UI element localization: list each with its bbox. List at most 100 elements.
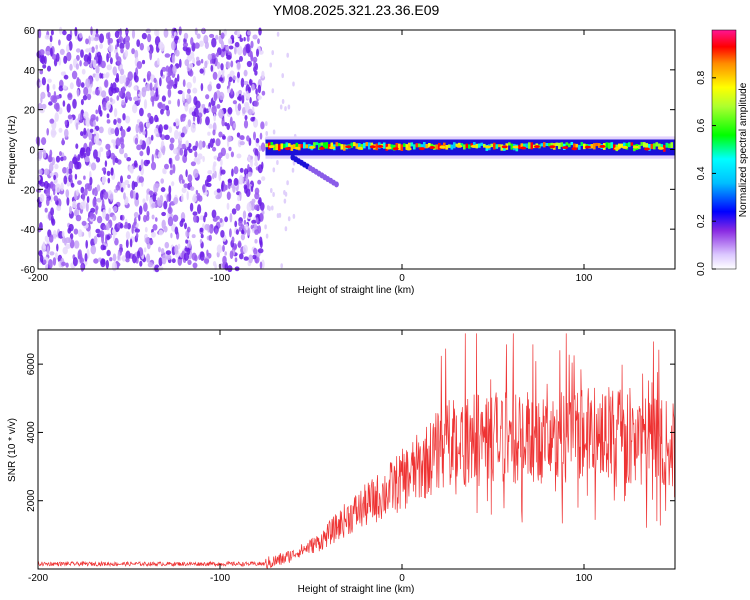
noise-cell: [205, 94, 210, 100]
y-tick-label: 2000: [26, 489, 37, 512]
noise-cell: [100, 190, 104, 201]
noise-cell: [233, 177, 239, 186]
noise-cell: [247, 154, 251, 162]
noise-cell: [292, 81, 295, 87]
noise-cell: [47, 65, 51, 72]
noise-cell: [90, 207, 96, 214]
band-cell: [630, 142, 634, 146]
y-tick-label: 20: [24, 106, 36, 117]
noise-cell: [248, 254, 254, 264]
noise-cell: [231, 236, 235, 244]
band-cell: [583, 143, 586, 150]
noise-cell: [129, 96, 132, 102]
band-cell: [465, 143, 469, 149]
noise-cell: [234, 46, 237, 55]
band-cell: [438, 142, 441, 150]
noise-cell: [50, 128, 57, 138]
noise-cell: [75, 122, 79, 130]
band-peak: [329, 146, 336, 150]
noise-cell: [171, 41, 176, 51]
band-cell: [653, 143, 656, 150]
noise-cell: [230, 89, 233, 95]
noise-cell: [206, 175, 212, 183]
colorbar-gradient: [711, 29, 737, 270]
noise-cell: [227, 135, 232, 143]
noise-cell: [158, 257, 163, 267]
noise-cell: [137, 89, 140, 95]
noise-cell: [184, 222, 187, 230]
noise-cell: [200, 58, 204, 64]
band-peak: [512, 145, 519, 149]
noise-cell: [41, 137, 47, 146]
noise-cell: [141, 59, 146, 65]
noise-cell: [134, 197, 140, 207]
noise-cell: [234, 102, 238, 113]
band-cell: [363, 142, 366, 149]
noise-cell: [72, 156, 78, 165]
noise-cell: [135, 192, 139, 200]
noise-cell: [242, 244, 248, 254]
noise-cell: [168, 100, 172, 105]
band-cell: [468, 144, 471, 149]
noise-cell: [38, 250, 43, 257]
noise-cell: [203, 215, 206, 223]
noise-cell: [230, 151, 234, 158]
noise-cell: [155, 87, 159, 98]
noise-cell: [183, 183, 188, 188]
noise-cell: [240, 77, 245, 88]
noise-cell: [133, 96, 139, 102]
noise-cell: [52, 95, 58, 104]
noise-cell: [119, 42, 125, 50]
band-peak: [268, 145, 275, 149]
noise-cell: [192, 145, 198, 151]
noise-cell: [227, 88, 231, 94]
noise-cell: [218, 131, 223, 138]
x-tick-label: -100: [210, 273, 230, 284]
noise-cell: [109, 97, 113, 103]
noise-cell: [190, 51, 195, 59]
noise-cell: [174, 244, 179, 255]
noise-cell: [41, 77, 47, 86]
noise-cell: [145, 137, 150, 147]
noise-cell: [62, 246, 68, 255]
band-cell: [365, 142, 369, 147]
noise-cell: [69, 205, 72, 215]
noise-cell: [87, 85, 92, 95]
spectrogram-y-label: Frequency (Hz): [7, 116, 18, 185]
band-cell: [530, 142, 534, 150]
noise-cell: [191, 252, 197, 261]
noise-cell: [242, 47, 247, 56]
band-cell: [325, 142, 329, 149]
noise-cell: [187, 226, 191, 233]
noise-cell: [173, 197, 179, 205]
noise-cell: [220, 158, 223, 166]
noise-cell: [108, 44, 114, 53]
noise-cell: [186, 93, 190, 99]
noise-cell: [184, 59, 190, 67]
noise-cell: [234, 257, 238, 263]
noise-cell: [218, 108, 224, 119]
noise-cell: [247, 86, 252, 94]
noise-cell: [39, 49, 45, 56]
noise-cell: [229, 250, 234, 259]
noise-cell: [249, 78, 252, 86]
noise-cell: [173, 122, 176, 127]
noise-cell: [158, 127, 161, 134]
noise-cell: [193, 215, 198, 223]
noise-cell: [93, 36, 100, 42]
noise-cell: [160, 187, 166, 193]
noise-cell: [128, 165, 134, 173]
noise-cell: [133, 190, 136, 200]
noise-cell: [146, 122, 150, 129]
noise-cell: [50, 30, 54, 36]
noise-cell: [222, 244, 225, 252]
noise-cell: [88, 47, 92, 53]
noise-cell: [73, 209, 78, 217]
noise-cell: [208, 106, 211, 112]
band-cell: [300, 144, 304, 148]
noise-cell: [237, 103, 242, 111]
band-cell: [478, 143, 481, 148]
noise-cell: [55, 183, 61, 193]
noise-cell: [63, 55, 68, 64]
noise-cell: [95, 72, 100, 82]
